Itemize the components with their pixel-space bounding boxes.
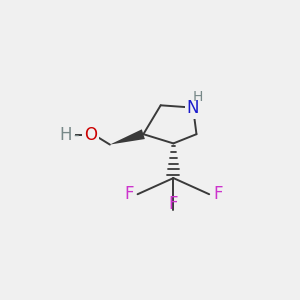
Polygon shape	[110, 129, 145, 145]
Text: F: F	[124, 185, 134, 203]
Text: O: O	[84, 126, 97, 144]
Text: H: H	[193, 90, 203, 104]
Text: F: F	[169, 195, 178, 213]
Text: H: H	[59, 126, 72, 144]
Text: N: N	[187, 99, 199, 117]
Text: F: F	[213, 185, 223, 203]
Text: -: -	[73, 128, 78, 143]
